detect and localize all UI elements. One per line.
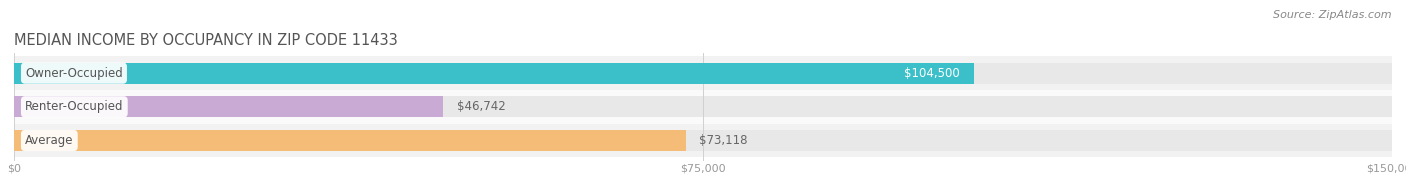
Bar [14,96,1392,117]
Bar [14,130,1392,151]
Text: Renter-Occupied: Renter-Occupied [25,100,124,113]
Text: Owner-Occupied: Owner-Occupied [25,67,122,80]
Text: $73,118: $73,118 [700,134,748,147]
Bar [14,96,443,117]
Bar [14,90,1392,124]
Bar [14,63,974,83]
Text: $104,500: $104,500 [904,67,960,80]
Text: $46,742: $46,742 [457,100,506,113]
Bar [14,124,1392,157]
Text: MEDIAN INCOME BY OCCUPANCY IN ZIP CODE 11433: MEDIAN INCOME BY OCCUPANCY IN ZIP CODE 1… [14,33,398,48]
Bar [14,130,686,151]
Text: Source: ZipAtlas.com: Source: ZipAtlas.com [1274,10,1392,20]
Bar [14,63,1392,83]
Bar [14,56,1392,90]
Text: Average: Average [25,134,73,147]
